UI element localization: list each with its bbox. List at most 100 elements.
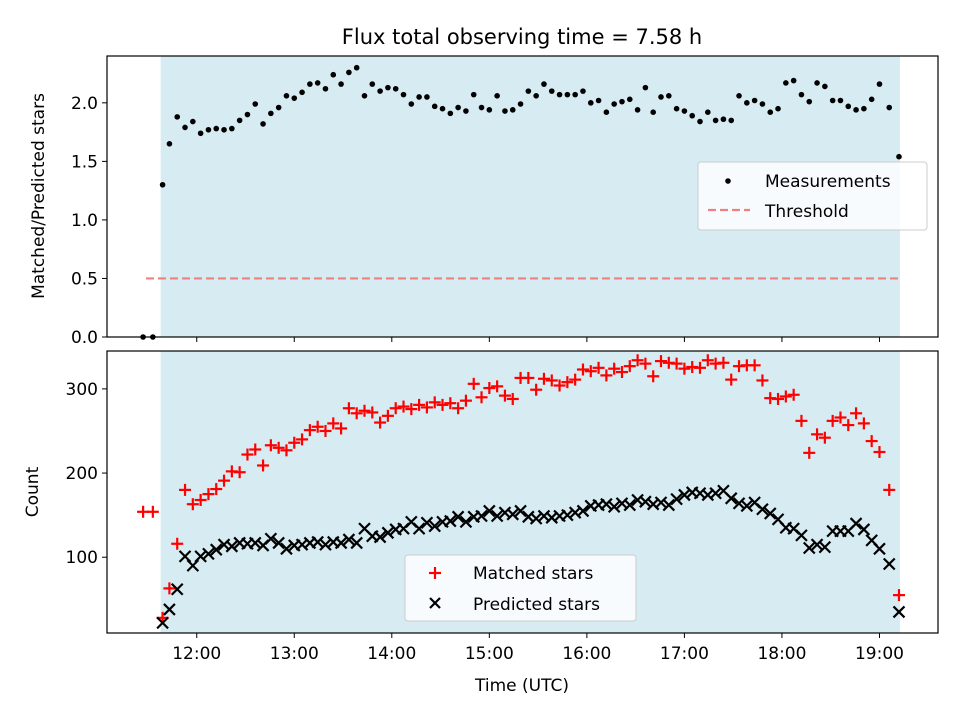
matched-star-point [670,357,683,370]
measurement-point [299,89,305,96]
measurement-point [556,91,563,98]
measurement-point [736,93,742,99]
predicted-star-point [607,500,621,514]
top-legend: Measurements Threshold [697,161,928,231]
predicted-star-point [248,536,262,550]
measurement-point [634,107,641,113]
predicted-star-point [311,535,324,549]
measurement-point [229,125,235,132]
measurement-point [689,112,696,119]
predicted-star-point [561,508,574,522]
measurement-point [307,81,313,87]
bottom-y-axis-label: Count [23,466,43,517]
matched-star-point [694,361,707,374]
matched-star-point [428,396,441,409]
predicted-star-point [194,550,207,563]
predicted-star-point [724,492,738,505]
y-tick-label: 100 [66,548,98,568]
matched-star-point [795,414,808,427]
top-panel: 0.00.51.01.52.0 Matched/Predicted stars … [29,55,939,348]
measurement-point [314,80,321,86]
matched-star-point [498,389,511,402]
x-tick-label: 13:00 [270,644,319,664]
bottom-panel: 100 200 300 12:00 13:00 14:00 15:00 16:00 17:00… [23,350,939,696]
matched-star-point [280,444,293,457]
measurement-point [744,100,750,106]
measurement-point [595,97,602,104]
matched-star-point [288,436,301,449]
measurement-point [896,153,902,160]
measurement-point [182,124,188,131]
measurement-point [463,108,469,114]
predicted-star-point [350,536,363,550]
predicted-star-point [600,497,613,511]
x-tick-label: 12:00 [172,644,221,664]
predicted-star-point [732,497,746,510]
predicted-star-point [225,540,239,553]
measurement-point [705,109,711,115]
matched-star-point [389,402,402,415]
predicted-star-point [810,538,824,551]
matched-star-point [772,392,785,405]
legend-predicted-marker [429,597,441,609]
matched-star-point [350,407,363,420]
matched-star-point [467,377,480,390]
x-tick-label: 17:00 [660,644,709,664]
matched-star-point [530,383,543,396]
matched-star-point [358,404,371,417]
predicted-star-point [475,509,488,523]
measurement-point [346,69,352,76]
y-tick-label: 300 [66,380,98,400]
matched-star-point [639,357,652,370]
measurement-point [611,101,617,107]
matched-star-point [623,360,636,373]
measurement-point [197,130,204,137]
x-axis-label: Time (UTC) [474,676,569,696]
measurement-point [494,93,500,99]
measurement-point [486,107,493,113]
predicted-star-point [272,536,285,550]
predicted-star-point [381,526,395,540]
y-tick-label: 1.0 [71,211,98,231]
measurement-point [814,80,820,86]
matched-star-point [381,409,394,422]
measurement-point [790,77,797,84]
y-tick-label: 200 [66,464,98,484]
matched-star-point [811,428,824,441]
matched-star-point [883,483,896,496]
matched-star-point [413,398,426,411]
predicted-star-point [756,502,769,516]
measurement-point [728,117,735,124]
predicted-star-point [170,582,184,596]
x-tick-label: 15:00 [465,644,514,664]
matched-star-point [459,394,472,407]
predicted-star-point [654,496,668,509]
legend-predicted-label: Predicted stars [473,595,600,615]
matched-star-point [756,374,769,387]
matched-star-point [608,362,621,375]
x-tick-label: 18:00 [757,644,806,664]
measurement-point [447,110,454,117]
matched-star-point [218,474,231,487]
measurement-point [759,101,766,107]
measurement-point [720,116,727,123]
matched-star-point [561,376,574,389]
matched-star-point [678,362,691,375]
predicted-star-point [529,512,543,525]
measurement-point [275,104,282,111]
measurement-point [174,114,181,120]
legend-matched-marker [429,567,441,579]
matched-star-point [241,448,254,461]
predicted-star-point [319,538,332,551]
top-axes-frame [106,55,939,338]
measurement-point [517,101,524,107]
measurement-point [845,103,852,110]
matched-star-point [545,374,558,387]
predicted-star-point [623,498,637,512]
matched-star-point [787,388,800,401]
measurement-point [244,111,251,118]
measurement-point [470,91,477,98]
measurement-point [260,121,266,127]
matched-star-point [615,366,628,379]
